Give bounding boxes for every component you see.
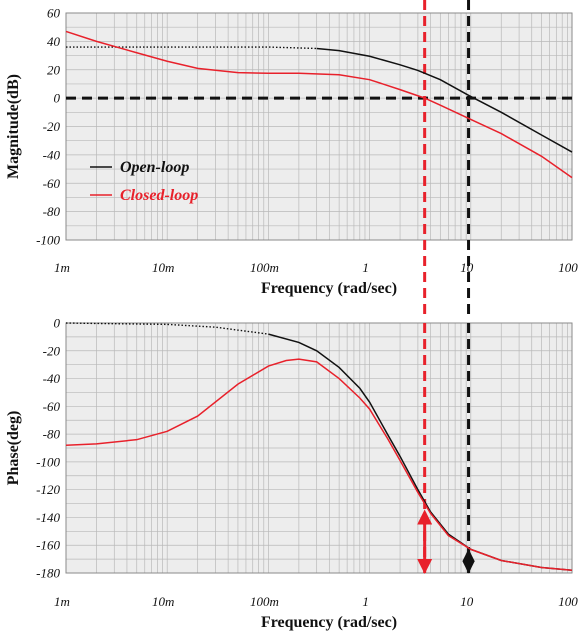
y-tick-label: -40 [43, 371, 61, 386]
open-loop-line-dotted [66, 46, 317, 50]
y-axis-label: Magnitude(dB) [5, 74, 22, 179]
legend-label: Closed-loop [120, 187, 198, 204]
x-tick-label: 100m [250, 594, 279, 609]
y-tick-label: -20 [43, 119, 61, 134]
open-loop-line [316, 47, 573, 153]
y-tick-label: -160 [36, 538, 60, 553]
x-tick-label: 1m [54, 594, 70, 609]
y-axis-label: Phase(deg) [5, 411, 22, 486]
y-tick-label: -140 [36, 510, 60, 525]
legend: Open-loop Closed-loop [90, 159, 198, 204]
y-tick-label: -180 [36, 566, 60, 581]
y-tick-label: -120 [36, 482, 60, 497]
x-axis-label: Frequency (rad/sec) [261, 614, 397, 631]
y-tick-label: -60 [43, 176, 61, 191]
y-tick-label: -80 [43, 427, 61, 442]
x-tick-label: 1 [362, 594, 369, 609]
x-tick-label: 1m [54, 260, 70, 275]
y-tick-label: -100 [36, 233, 60, 248]
x-tick-label: 10 [460, 594, 474, 609]
y-tick-label: -40 [43, 147, 61, 162]
x-tick-label: 100m [250, 260, 279, 275]
x-tick-label: 10 [460, 260, 474, 275]
y-tick-label: -80 [43, 204, 61, 219]
plot-frame [65, 322, 573, 574]
y-tick-label: -60 [43, 399, 61, 414]
closed-loop-line [65, 30, 573, 179]
x-tick-label: 100 [558, 594, 578, 609]
magnitude-plot: 60 40 20 0 -20 -40 -60 -80 -100 1m 10m 100m 1 10 100 Fr… [5, 0, 578, 320]
open-loop-line-dotted [65, 322, 269, 335]
x-tick-label: 10m [152, 594, 174, 609]
y-tick-label: 60 [47, 6, 61, 21]
y-tick-label: 20 [47, 62, 61, 77]
y-tick-label: -20 [43, 343, 61, 358]
plot-frame [65, 12, 573, 241]
y-tick-label: -100 [36, 454, 60, 469]
x-axis-label: Frequency (rad/sec) [261, 280, 397, 297]
y-tick-label: 40 [47, 34, 61, 49]
y-tick-label: 0 [54, 316, 61, 331]
legend-label: Open-loop [120, 159, 189, 176]
x-tick-label: 1 [362, 260, 369, 275]
closed-loop-line [65, 358, 573, 571]
x-tick-label: 100 [558, 260, 578, 275]
x-tick-label: 10m [152, 260, 174, 275]
y-tick-label: 0 [54, 91, 61, 106]
phase-plot: 0 -20 -40 -60 -80 -100 -120 -140 -160 -180 1m 10m 10… [5, 316, 578, 632]
